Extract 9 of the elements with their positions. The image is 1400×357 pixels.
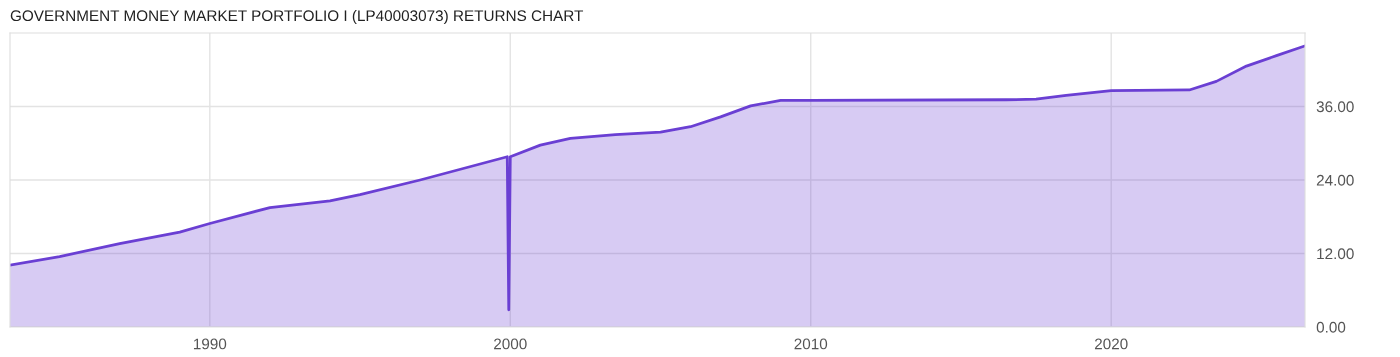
y-tick-label: 12.00 bbox=[1317, 248, 1354, 260]
y-tick-label: 24.00 bbox=[1316, 174, 1354, 186]
x-tick-label: 1990 bbox=[193, 338, 227, 350]
x-tick-label: 2020 bbox=[1094, 338, 1128, 350]
y-tick-label: 0.00 bbox=[1316, 321, 1346, 333]
x-tick-label: 2000 bbox=[494, 338, 527, 350]
y-tick-label: 36.00 bbox=[1316, 101, 1354, 113]
chart-title: GOVERNMENT MONEY MARKET PORTFOLIO I (LP40003073) RETURNS CHART bbox=[10, 9, 584, 25]
x-tick-label: 2010 bbox=[794, 338, 828, 350]
